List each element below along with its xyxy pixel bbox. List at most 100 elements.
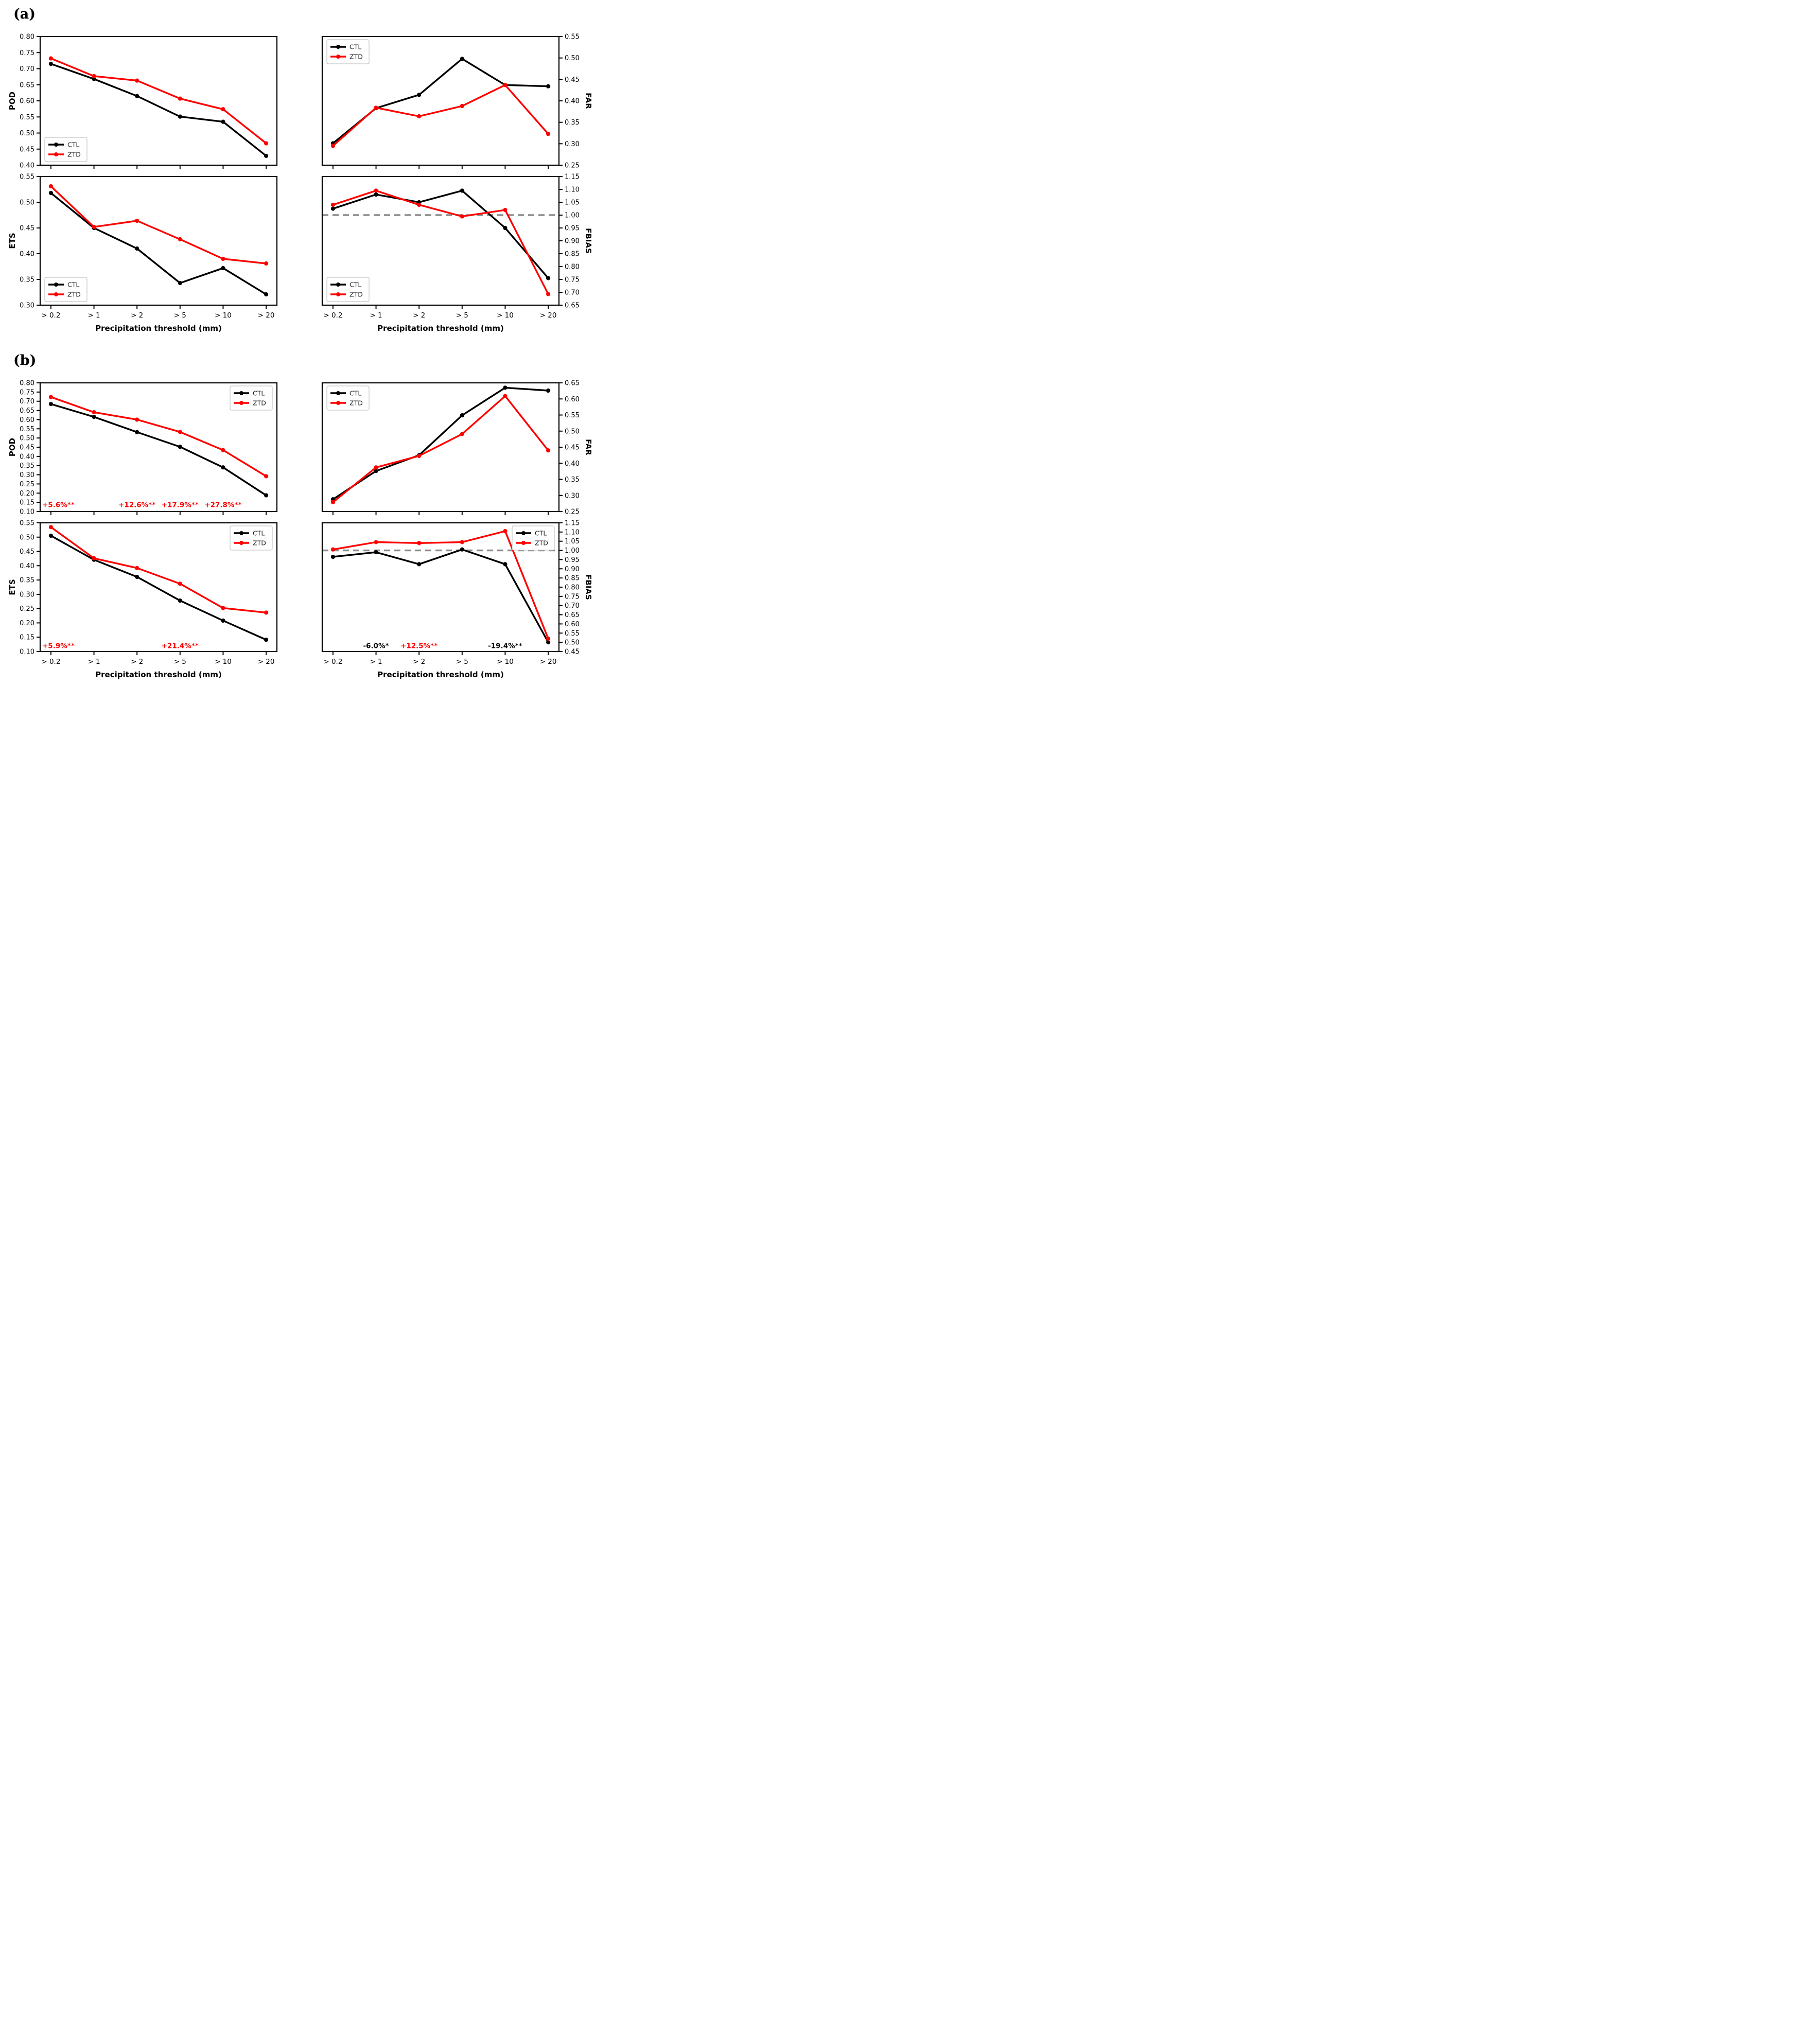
y-axis: 0.450.500.55 0.60 0.650.700.750.800.85 0.90… (559, 520, 593, 656)
series-ztd-marker (374, 188, 378, 193)
svg-text:0.15: 0.15 (20, 499, 34, 507)
series-ztd-marker (546, 292, 551, 296)
series-ztd-line (50, 185, 267, 265)
svg-text:0.30: 0.30 (565, 492, 580, 500)
series-ctl-marker (546, 84, 551, 89)
series-ctl-marker (48, 190, 54, 196)
svg-text:0.55: 0.55 (565, 33, 580, 41)
series-ctl-marker (460, 413, 464, 418)
series-ctl-marker (546, 276, 551, 280)
series-ctl-marker (460, 547, 464, 552)
chart-b-ets: 0.10 0.15 0.20 0.25 0.30 0.35 0.40 0.45 0.50 0.55… (6, 519, 279, 682)
svg-text:Precipitation threshold (mm): Precipitation threshold (mm) (95, 670, 222, 679)
svg-text:0.55: 0.55 (20, 426, 34, 433)
svg-text:> 1: > 1 (370, 658, 382, 666)
svg-text:0.35: 0.35 (20, 276, 34, 284)
svg-text:ZTD: ZTD (349, 53, 363, 61)
series-ztd-marker (503, 394, 507, 398)
svg-text:0.50: 0.50 (565, 428, 580, 435)
svg-text:0.70: 0.70 (20, 398, 34, 406)
series-ctl-marker (374, 550, 378, 555)
legend: CTL ZTD (326, 277, 370, 302)
svg-text:> 2: > 2 (413, 658, 425, 666)
annotation: +17.9%** (162, 501, 199, 509)
svg-text:> 0.2: > 0.2 (41, 311, 60, 320)
svg-text:ZTD: ZTD (535, 539, 548, 547)
svg-text:0.75: 0.75 (565, 276, 580, 284)
series-ztd-marker (374, 105, 378, 110)
svg-text:> 5: > 5 (174, 311, 186, 320)
annotation: +5.6%** (42, 501, 75, 509)
x-axis (332, 165, 549, 169)
y-axis: 0.25 0.30 0.35 0.40 0.45 0.50 0.55 0.60 0.65 FAR (559, 380, 593, 516)
svg-text:0.10: 0.10 (20, 648, 34, 656)
series-ztd-marker (503, 528, 507, 534)
svg-text:0.40: 0.40 (20, 251, 34, 258)
svg-text:> 0.2: > 0.2 (323, 311, 342, 320)
series-ctl-marker (546, 640, 551, 645)
svg-text:0.50: 0.50 (20, 199, 34, 207)
svg-text:> 10: > 10 (215, 311, 232, 320)
svg-text:1.15: 1.15 (565, 520, 580, 527)
series-ztd-marker (48, 525, 54, 530)
svg-text:0.60: 0.60 (565, 621, 580, 628)
svg-text:0.85: 0.85 (565, 251, 580, 258)
series-ctl-marker (460, 57, 464, 61)
series-ztd-line (332, 395, 549, 503)
series-ztd-marker (374, 540, 378, 544)
series-ctl-marker (92, 77, 96, 81)
series-ctl-marker (135, 246, 139, 251)
series-ztd-marker (135, 417, 139, 422)
legend: CTL ZTD (44, 277, 87, 302)
series-ztd-marker (460, 214, 464, 219)
x-axis: > 0.2 > 1 > 2 > 5 > 10 > 20 Precipitation thre… (41, 651, 274, 679)
chart-svg-b-pod: 0.100.150.20 0.25 0.300.350.400.450.50 0.55… (8, 380, 278, 516)
y-axis: 0.10 0.15 0.20 0.25 0.30 0.35 0.40 0.45 0.50 0.55… (8, 520, 40, 656)
panel-b: (b) 0.10 0.15 0.20 0.25 0.30 0.35 0.40 0.45 0.50… (6, 349, 596, 682)
series-ztd-marker (48, 395, 54, 399)
series-ztd-line (332, 189, 549, 295)
legend: CTL ZTD (230, 385, 273, 411)
plot-frame (321, 522, 560, 653)
series-ctl-marker (264, 493, 269, 498)
svg-text:0.20: 0.20 (20, 620, 34, 627)
svg-text:0.55: 0.55 (565, 630, 580, 638)
series-ztd-marker (264, 261, 269, 266)
svg-text:0.30: 0.30 (565, 140, 580, 148)
svg-text:> 1: > 1 (370, 311, 382, 320)
chart-svg-b-fbias: 0.450.500.55 0.60 0.650.700.750.800.85 0.90… (321, 520, 593, 679)
series-ctl-line (332, 58, 549, 145)
svg-text:> 20: > 20 (540, 311, 557, 320)
svg-text:0.60: 0.60 (20, 98, 34, 105)
svg-text:0.55: 0.55 (565, 412, 580, 419)
series-ctl-marker (374, 192, 378, 197)
svg-text:CTL: CTL (253, 390, 265, 397)
series-ztd-marker (221, 606, 225, 610)
y-axis: 0.25 0.30 0.35 0.40 0.45 0.50 0.55 FAR (559, 33, 593, 170)
svg-text:ZTD: ZTD (253, 539, 266, 547)
series-ztd-marker (330, 202, 336, 207)
svg-text:0.45: 0.45 (20, 225, 34, 233)
series-ctl-marker (221, 618, 225, 623)
svg-text:0.20: 0.20 (20, 490, 34, 498)
svg-text:1.05: 1.05 (565, 538, 580, 545)
series-ctl-line (50, 403, 267, 497)
svg-text:0.35: 0.35 (20, 462, 34, 470)
svg-text:> 1: > 1 (87, 658, 100, 666)
svg-text:0.45: 0.45 (565, 444, 580, 452)
annotation: +12.6%** (118, 501, 155, 509)
series-ztd-line (50, 396, 267, 478)
series-ztd-marker (330, 144, 336, 148)
series-ztd-marker (503, 207, 507, 213)
series-ztd-marker (546, 448, 551, 453)
svg-text:0.25: 0.25 (565, 508, 580, 516)
series-ztd-marker (135, 78, 139, 83)
annotation: +5.9%** (42, 642, 75, 650)
svg-text:0.45: 0.45 (20, 146, 34, 153)
plot-frame (39, 175, 278, 306)
svg-text:0.80: 0.80 (565, 263, 580, 271)
series-ctl-marker (48, 401, 54, 407)
chart-svg-a-far: 0.25 0.30 0.35 0.40 0.45 0.50 0.55 FAR CTL ZTD (321, 33, 593, 170)
svg-text:0.80: 0.80 (20, 33, 34, 41)
svg-text:1.10: 1.10 (565, 528, 580, 536)
